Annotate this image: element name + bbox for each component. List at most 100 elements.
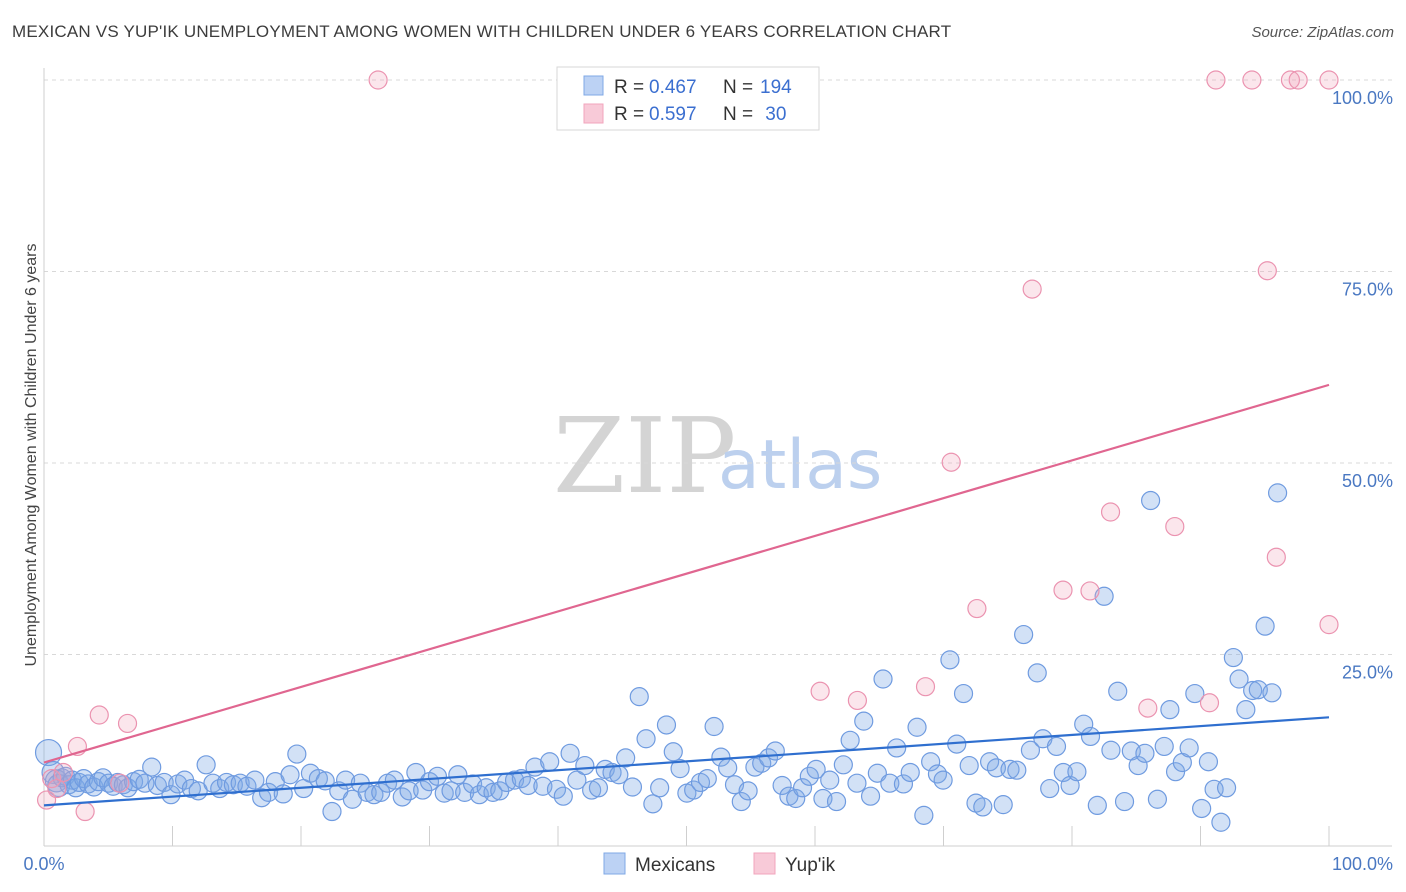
- mexicans-point-128: [867, 763, 887, 783]
- mexicans-point-80: [540, 752, 560, 772]
- stats-r-value-1: 0.467: [649, 77, 697, 98]
- mexicans-point-87: [588, 778, 609, 798]
- mexicans-point-164: [1108, 681, 1128, 701]
- legend-swatch-yupik: [753, 852, 776, 875]
- mexicans-point-137: [927, 764, 948, 784]
- mexicans-point-170: [1147, 789, 1168, 809]
- mexicans-point-118: [799, 766, 819, 786]
- mexicans-point-113: [765, 741, 785, 761]
- y-tick-labels: 25.0% 50.0% 75.0% 100.0%: [1332, 88, 1393, 683]
- mexicans-point-178: [1198, 752, 1219, 772]
- yupik-point-16: [1053, 580, 1073, 600]
- yupik-point-3: [53, 762, 73, 783]
- mexicans-point-136: [921, 752, 941, 772]
- mexicans-point-165: [1114, 791, 1135, 812]
- yupik-point-10: [810, 681, 830, 701]
- stats-legend-swatch-pink: [583, 103, 604, 124]
- mexicans-point-142: [959, 755, 979, 776]
- mexicans-point-101: [684, 780, 704, 800]
- mexicans-point-160: [1080, 726, 1101, 747]
- yupik-point-19: [1138, 698, 1158, 718]
- yupik-point-26: [1280, 70, 1301, 90]
- stats-r-label-1: R =: [614, 77, 649, 98]
- mexicans-point-181: [1216, 778, 1237, 798]
- mexicans-point-126: [854, 711, 874, 731]
- yupik-point-20: [1165, 516, 1185, 537]
- mexicans-point-76: [511, 768, 531, 789]
- mexicans-point-161: [1087, 795, 1107, 816]
- mexicans-point-188: [1262, 683, 1282, 703]
- stats-n-label-1: N =: [723, 77, 758, 98]
- mexicans-point-158: [1067, 762, 1087, 782]
- mexicans-point-130: [880, 773, 900, 793]
- mexicans-point-112: [758, 748, 779, 768]
- y-axis-title: Unemployment Among Women with Children U…: [23, 243, 40, 666]
- mexicans-point-169: [1141, 490, 1161, 511]
- mexicans-point-49: [322, 801, 342, 822]
- mexicans-point-125: [847, 773, 867, 793]
- mexicans-point-175: [1179, 738, 1199, 758]
- mexicans-point-182: [1223, 647, 1243, 668]
- mexicans-point-67: [448, 765, 468, 785]
- yupik-point-29: [1288, 70, 1308, 90]
- mexicans-point-94: [636, 729, 656, 749]
- mexicans-point-22: [135, 773, 155, 793]
- mexicans-point-122: [826, 791, 847, 812]
- x-tick-label-1: 100.0%: [1332, 854, 1393, 874]
- mexicans-point-151: [1020, 740, 1041, 760]
- mexicans-point-82: [553, 786, 573, 806]
- mexicans-point-95: [643, 794, 663, 814]
- yupik-point-1: [42, 768, 62, 789]
- mexicans-point-134: [907, 717, 927, 737]
- mexicans-point-132: [893, 774, 914, 794]
- mexicans-point-119: [806, 759, 826, 780]
- trend-layer: [43, 383, 1330, 807]
- mexicans-point-43: [280, 765, 300, 785]
- mexicans-point-144: [973, 797, 993, 817]
- yupik-point-25: [1266, 547, 1286, 567]
- yupik-point-6: [89, 705, 109, 725]
- mexicans-point-97: [656, 715, 677, 735]
- mexicans-point-64: [427, 766, 448, 786]
- gridlines: [44, 79, 1392, 655]
- mexicans-point-91: [616, 748, 636, 768]
- mexicans-point-96: [650, 778, 670, 798]
- mexicans-point-189: [1267, 483, 1288, 503]
- yupik-point-15: [1022, 279, 1042, 299]
- mexicans-point-123: [833, 755, 853, 775]
- mexicans-point-105: [711, 747, 731, 767]
- mexicans-point-106: [718, 758, 738, 778]
- stats-n-label-2: N =: [723, 104, 758, 125]
- watermark: ZIP atlas: [553, 395, 882, 517]
- yupik-point-18: [1100, 502, 1121, 522]
- mexicans-point-61: [406, 762, 426, 783]
- mexicans-point-168: [1135, 743, 1155, 763]
- y-tick-label-0: 25.0%: [1342, 663, 1393, 683]
- stats-n-value-1: 194: [760, 77, 792, 98]
- yupik-point-27: [1319, 70, 1339, 90]
- mexicans-point-99: [670, 759, 690, 779]
- mexicans-point-72: [483, 782, 503, 802]
- yupik-point-23: [1242, 70, 1262, 90]
- mexicans-point-138: [933, 770, 953, 790]
- mexicans-point-149: [1007, 760, 1027, 780]
- mexicans-point-176: [1185, 683, 1205, 704]
- yupik-point-7: [110, 773, 130, 793]
- mexicans-point-180: [1211, 812, 1231, 832]
- source-credit: Source: ZipAtlas.com: [1251, 24, 1394, 41]
- mexicans-point-81: [546, 779, 567, 799]
- mexicans-point-154: [1040, 778, 1060, 799]
- mexicans-point-162: [1094, 586, 1114, 606]
- mexicans-point-103: [697, 768, 717, 789]
- mexicans-point-108: [731, 791, 751, 812]
- mexicans-point-124: [840, 730, 860, 750]
- x-tick-label-0: 0.0%: [23, 854, 64, 874]
- mexicans-point-150: [1014, 624, 1034, 645]
- yupik-point-12: [915, 677, 936, 697]
- series-legend: Mexicans Yup'ik: [603, 852, 836, 876]
- mexicans-point-116: [786, 788, 806, 809]
- mexicans-point-109: [738, 781, 758, 801]
- yupik-point-22: [1206, 70, 1226, 90]
- mexicans-point-171: [1154, 736, 1174, 757]
- mexicans-point-104: [704, 716, 724, 737]
